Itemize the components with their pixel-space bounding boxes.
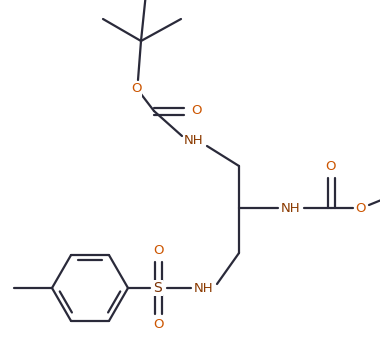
Text: NH: NH [281,202,301,215]
Text: S: S [154,281,162,295]
Text: O: O [153,319,163,332]
Text: O: O [356,202,366,215]
Text: NH: NH [184,135,204,147]
Text: NH: NH [194,282,214,295]
Text: O: O [131,83,141,96]
Text: O: O [153,244,163,257]
Text: O: O [326,160,336,173]
Text: O: O [191,105,201,118]
